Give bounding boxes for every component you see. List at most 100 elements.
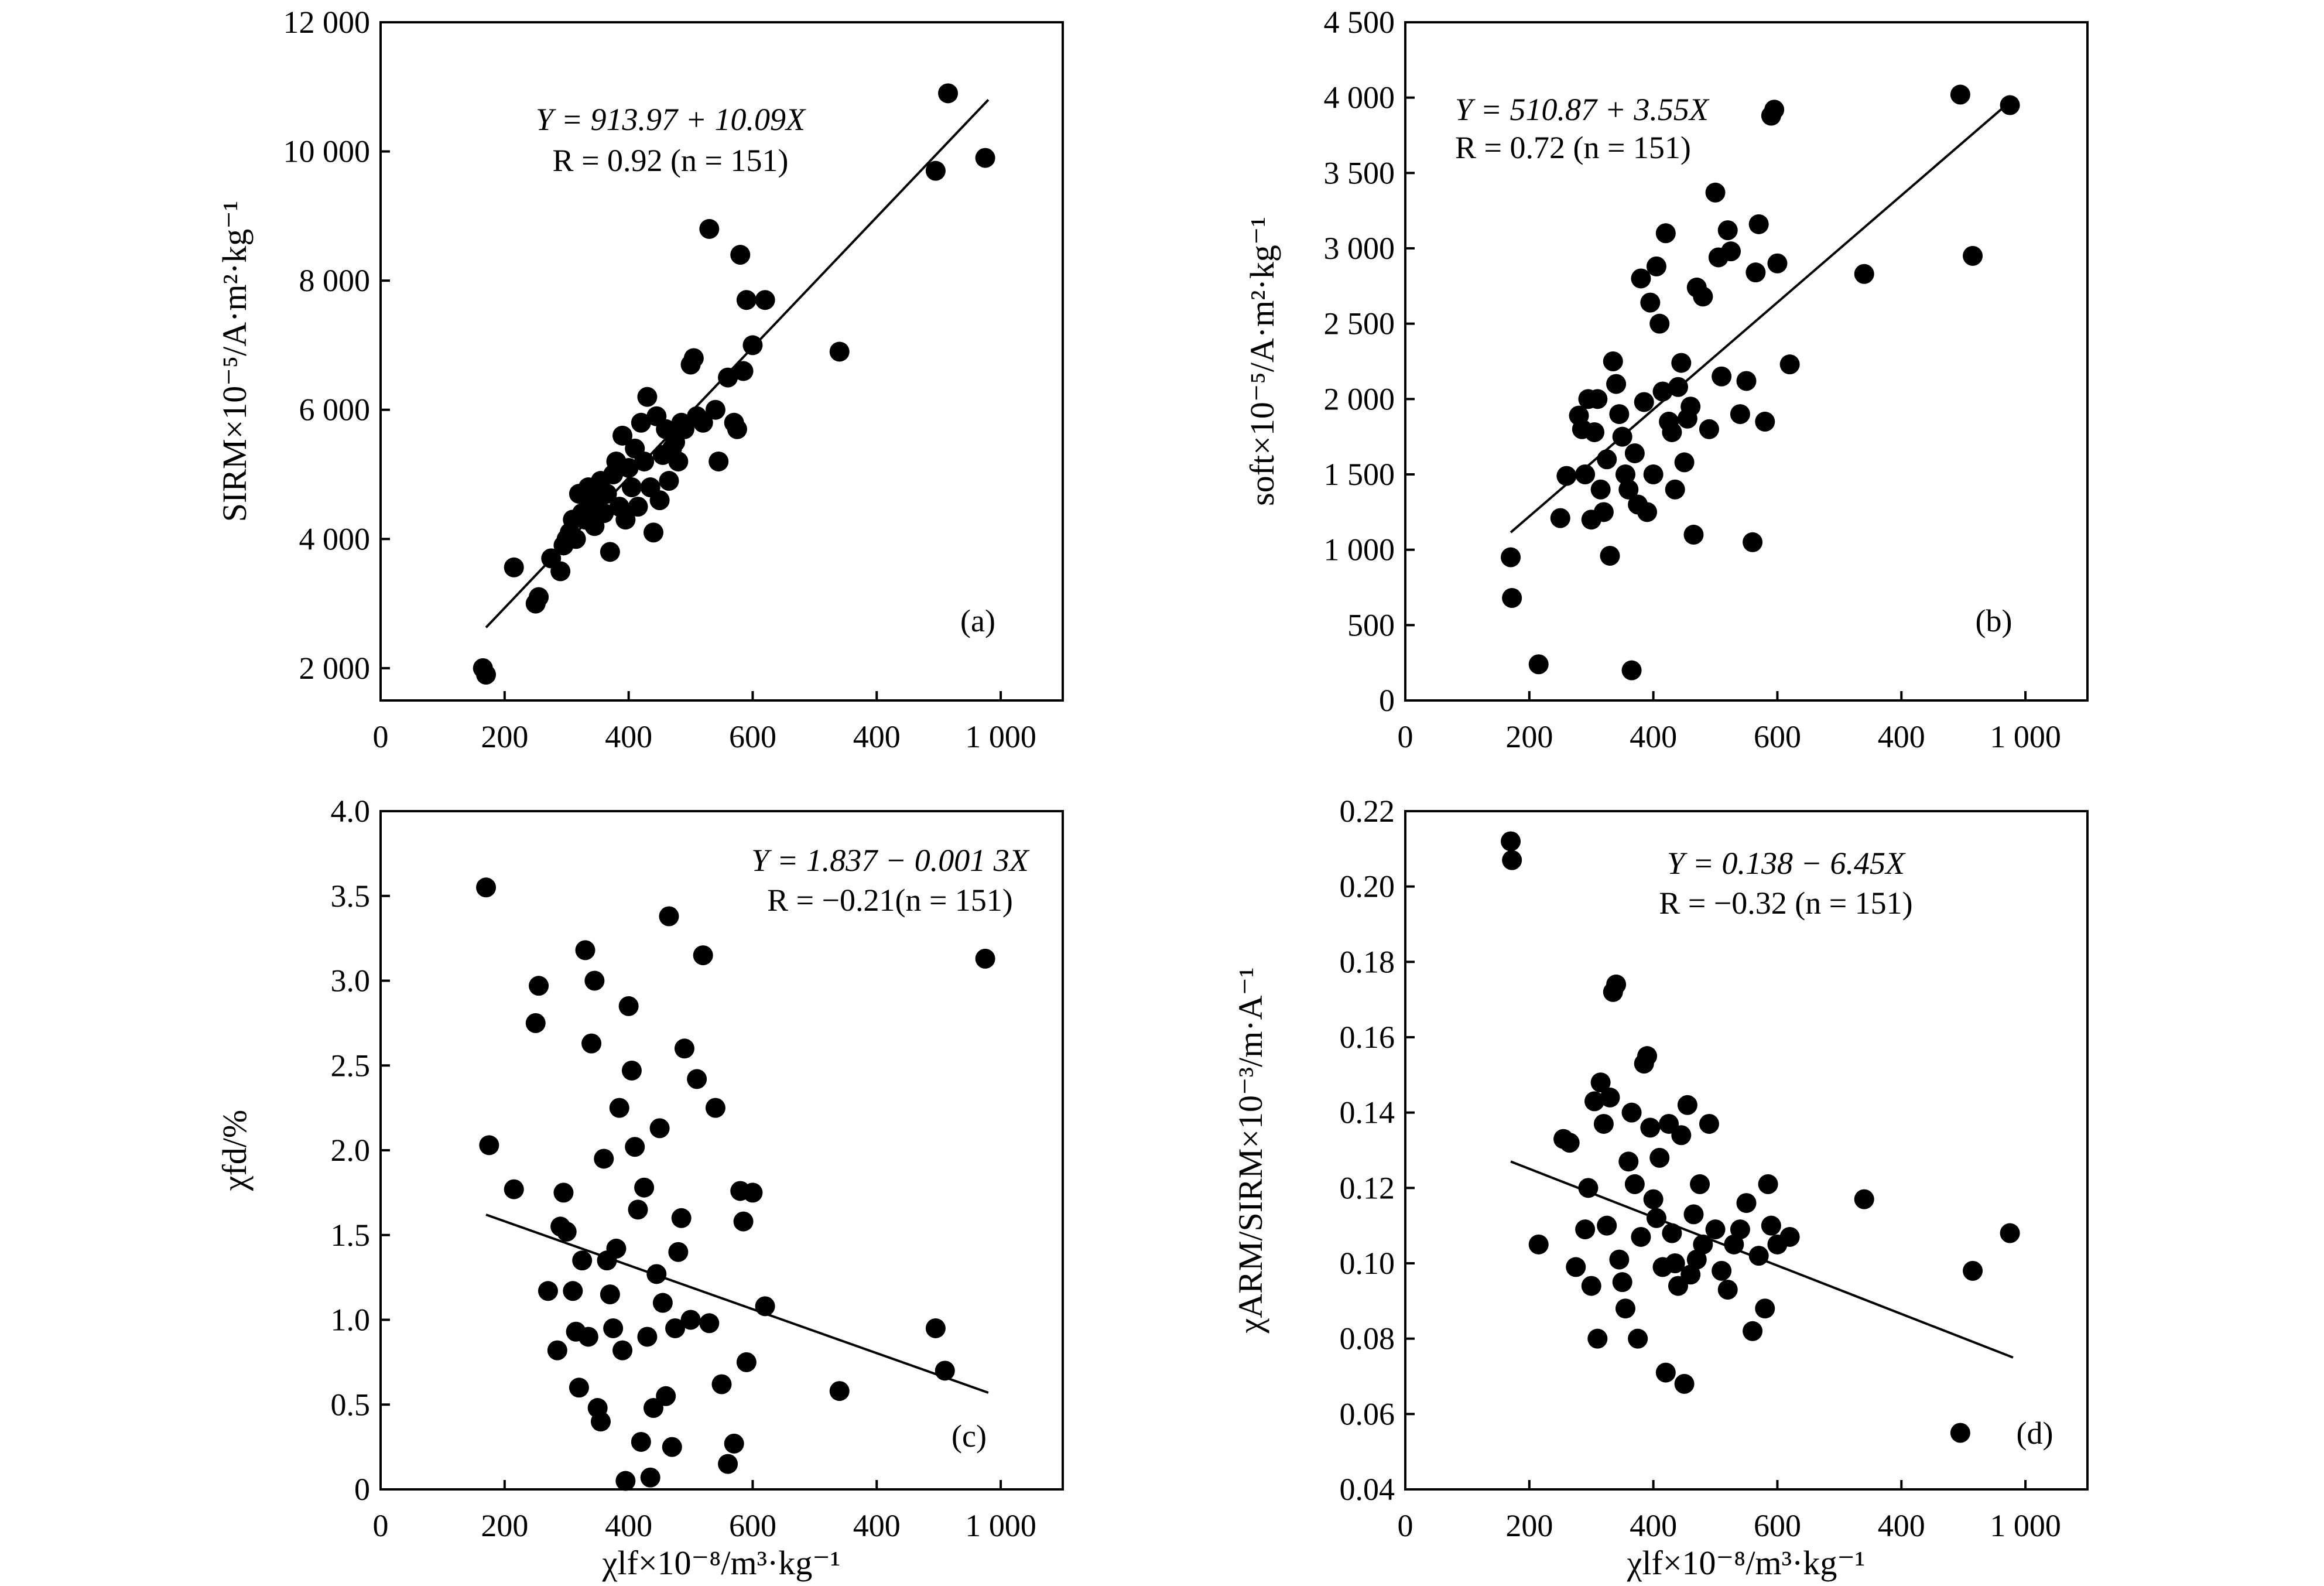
panel-d-y-tick-label: 0.08	[1340, 1321, 1395, 1356]
panel-c-point	[640, 1467, 660, 1488]
panel-b-point	[1501, 547, 1521, 568]
panel-d-point	[1680, 1264, 1701, 1285]
panel-c-point	[646, 1264, 667, 1284]
panel-c-point	[656, 1386, 676, 1406]
panel-d-point	[1854, 1189, 1874, 1209]
panel-a-frame	[379, 21, 1064, 702]
panel-a-point	[975, 148, 995, 168]
panel-b-point	[1575, 464, 1596, 484]
panel-d-points	[1501, 831, 2020, 1443]
panel-d-y-tick-label: 0.06	[1340, 1396, 1395, 1431]
panel-d-point	[1618, 1151, 1639, 1172]
panel-c-x-tick-label: 600	[729, 1508, 776, 1543]
panel-b-point	[1643, 464, 1664, 484]
panel-a-y-tick-label: 12 000	[283, 5, 371, 40]
panel-d-x-tick-label: 1 000	[1990, 1508, 2061, 1543]
panel-b-y-tick-label: 4 000	[1324, 80, 1395, 115]
panel-b-equation: Y = 510.87 + 3.55X	[1455, 92, 1710, 127]
panel-b-point	[1662, 422, 1682, 442]
panel-d-point	[1730, 1219, 1750, 1240]
panel-d: 0.04 0.06 0.08 0.10 0.12 0.14 0.16 0.18 0.20 0.22…	[1231, 794, 2089, 1582]
panel-c-y-tick-label: 1.0	[331, 1303, 371, 1338]
panel-d-point	[1643, 1189, 1664, 1209]
panel-c-y-tick-label: 0	[354, 1472, 370, 1507]
panel-b-point	[1683, 524, 1704, 545]
panel-b-y-tick-label: 1 500	[1324, 457, 1395, 492]
panel-c-point	[755, 1296, 775, 1317]
panel-d-label: (d)	[2017, 1416, 2053, 1451]
panel-a-y-tick-label: 4 000	[299, 521, 371, 556]
panel-d-point	[1724, 1234, 1744, 1255]
panel-d-y-tick-label: 0.14	[1340, 1095, 1395, 1130]
panel-b-point	[1590, 479, 1611, 500]
panel-c-y-tick-label: 2.0	[331, 1133, 371, 1168]
panel-d-point	[1624, 1174, 1645, 1194]
panel-c-x-tick-label: 400	[853, 1508, 901, 1543]
panel-d-point	[1665, 1253, 1685, 1273]
panel-c-point	[705, 1098, 725, 1118]
panel-a-point	[529, 587, 549, 607]
panel-d-frame	[1404, 810, 2089, 1491]
panel-c-y-axis-title: χfd/%	[215, 1110, 254, 1192]
panel-d-point	[1615, 1298, 1635, 1319]
panel-d-equation: Y = 0.138 − 6.45X	[1667, 846, 1906, 881]
panel-d-point	[1748, 1246, 1769, 1266]
panel-c-point	[674, 1038, 694, 1059]
panel-c-point	[644, 1398, 663, 1418]
panel-a-point	[727, 419, 747, 439]
panel-a-point	[938, 83, 959, 104]
panel-c-point	[935, 1361, 955, 1381]
panel-b-point	[1593, 502, 1614, 522]
panel-b-x-ticks: 0 200 400 600 400 1 000	[1398, 691, 2061, 754]
panel-c-point	[659, 906, 679, 927]
panel-b-y-tick-label: 500	[1347, 607, 1395, 642]
panel-c-point	[590, 1411, 611, 1432]
panel-c-point	[572, 1250, 593, 1271]
panel-a-y-tick-label: 8 000	[299, 263, 371, 298]
panel-a-point	[594, 503, 614, 524]
panel-b-y-tick-label: 2 500	[1324, 306, 1395, 341]
panel-b-point	[1550, 508, 1570, 528]
panel-b-point	[1745, 262, 1766, 283]
panel-b-y-tick-label: 1 000	[1324, 532, 1395, 568]
panel-c-x-tick-label: 0	[373, 1508, 389, 1543]
panel-c-y-tick-label: 3.0	[331, 963, 371, 999]
panel-d-point	[1593, 1113, 1614, 1134]
panel-b-regression-line	[1510, 98, 2014, 534]
panel-d-point	[1705, 1219, 1726, 1240]
panel-b-point	[1755, 411, 1775, 432]
panel-a-x-tick-label: 1 000	[965, 719, 1036, 754]
panel-a-point	[925, 160, 946, 181]
panel-a-point	[829, 341, 850, 362]
panel-b-point	[1609, 404, 1630, 425]
panel-b-frame	[1404, 21, 2089, 702]
panel-c-y-ticks: 0 0.5 1.0 1.5 2.0 2.5 3.0 3.5 4.0	[331, 794, 390, 1507]
panel-b-point	[1721, 241, 1741, 262]
panel-c-regression-line	[485, 1214, 989, 1394]
panel-d-x-tick-label: 200	[1505, 1508, 1553, 1543]
panel-b-point	[1668, 377, 1688, 397]
panel-c-point	[618, 996, 639, 1016]
panel-d-point	[1528, 1234, 1549, 1255]
panel-d-y-tick-label: 0.16	[1340, 1020, 1395, 1055]
panel-b-point	[1764, 100, 1785, 120]
panel-a-equation: Y = 913.97 + 10.09X	[536, 102, 806, 137]
panel-d-y-tick-label: 0.18	[1340, 944, 1395, 979]
panel-d-point	[1578, 1178, 1599, 1198]
panel-c-y-tick-label: 3.5	[331, 879, 371, 914]
panel-a-point	[644, 522, 663, 543]
panel-b-point	[1652, 381, 1673, 402]
panel-c-point	[621, 1060, 642, 1081]
panel-c-stats: R = −0.21(n = 151)	[767, 883, 1013, 918]
panel-c-point	[606, 1238, 627, 1259]
panel-b-point	[1646, 256, 1666, 276]
panel-c-x-tick-label: 400	[605, 1508, 652, 1543]
panel-c-y-tick-label: 4.0	[331, 794, 371, 829]
panel-b-point	[1712, 366, 1732, 387]
panel-c-point	[671, 1208, 692, 1228]
panel-c-point	[563, 1281, 583, 1301]
panel-d-y-tick-label: 0.04	[1340, 1472, 1395, 1507]
panel-c-point	[925, 1318, 946, 1338]
panel-b-y-axis-title: soft×10⁻⁵/A·m²·kg⁻¹	[1243, 217, 1281, 506]
